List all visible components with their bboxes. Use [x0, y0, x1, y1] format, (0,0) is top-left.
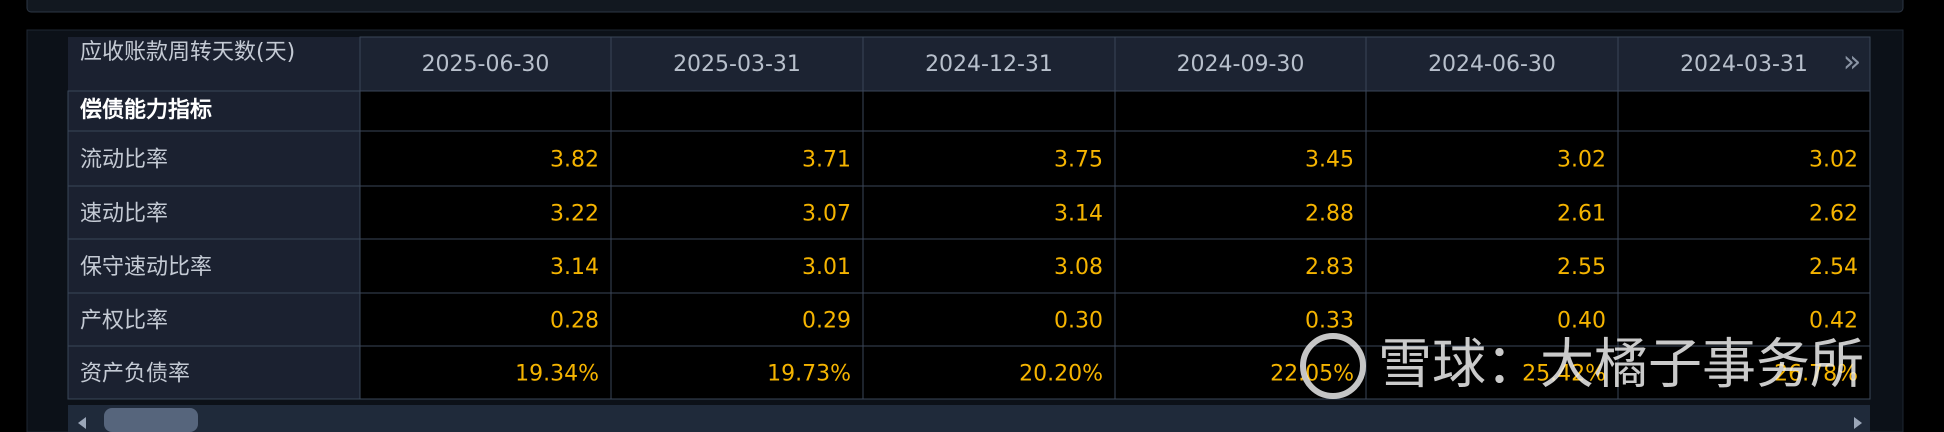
row-label: 资产负债率 — [80, 362, 190, 387]
header-date: 2024-09-30 — [1177, 52, 1305, 77]
cell-value: 3.02 — [1809, 148, 1858, 173]
row-label-cell — [67, 185, 361, 240]
cell-value: 0.29 — [802, 309, 851, 334]
row-label: 产权比率 — [80, 309, 168, 334]
value-cell — [1617, 130, 1871, 187]
cell-value: 3.07 — [802, 202, 851, 227]
corner-label: 应收账款周转天数(天) — [80, 40, 295, 65]
cell-value: 0.33 — [1305, 309, 1354, 334]
value-cell — [1114, 345, 1367, 400]
cell-value: 3.22 — [550, 202, 599, 227]
value-cell — [1617, 185, 1871, 240]
cell-value: 3.02 — [1557, 148, 1606, 173]
value-cell — [1617, 238, 1871, 294]
value-cell — [1365, 130, 1619, 187]
nav-next[interactable]: » — [1843, 45, 1861, 80]
value-cell — [610, 238, 864, 294]
cell-value: 20.20% — [1019, 362, 1103, 387]
cell-value: 3.01 — [802, 255, 851, 280]
header-cell — [1365, 36, 1619, 92]
value-cell — [1617, 345, 1871, 400]
cell-value: 2.88 — [1305, 202, 1354, 227]
row-label-cell — [67, 130, 361, 187]
value-cell — [359, 130, 612, 187]
value-cell — [1365, 185, 1619, 240]
value-cell — [1365, 238, 1619, 294]
value-cell — [610, 345, 864, 400]
cell-value: 3.75 — [1054, 148, 1103, 173]
row-label-cell — [67, 345, 361, 400]
cell-value: 3.82 — [550, 148, 599, 173]
header-date: 2025-06-30 — [422, 52, 550, 77]
watermark: 雪球：大橘子事务所 — [1300, 333, 1864, 399]
value-cell — [862, 130, 1116, 187]
cell-value: 0.30 — [1054, 309, 1103, 334]
row-label-cell — [67, 238, 361, 294]
scroll-left[interactable] — [78, 417, 86, 429]
cell-value: 26.78% — [1774, 362, 1858, 387]
value-cell — [610, 130, 864, 187]
header-date: 2024-06-30 — [1428, 52, 1556, 77]
header-cell — [1617, 36, 1871, 92]
value-cell — [862, 238, 1116, 294]
cell-value: 25.42% — [1522, 362, 1606, 387]
scrollbar-track[interactable] — [68, 405, 1870, 432]
section-label: 偿债能力指标 — [80, 97, 212, 123]
header-date: 2024-03-31 — [1680, 52, 1808, 77]
section-cell — [862, 90, 1116, 132]
cell-value: 0.42 — [1809, 309, 1858, 334]
value-cell — [862, 185, 1116, 240]
scrollbar-thumb[interactable] — [104, 408, 198, 432]
section-cell — [1365, 90, 1619, 132]
cell-value: 19.73% — [767, 362, 851, 387]
cell-value: 3.71 — [802, 148, 851, 173]
cell-value: 3.45 — [1305, 148, 1354, 173]
header-date: 2025-03-31 — [673, 52, 801, 77]
cell-value: 0.28 — [550, 309, 599, 334]
cell-value: 3.14 — [1054, 202, 1103, 227]
row-label: 保守速动比率 — [80, 255, 212, 280]
cell-value: 0.40 — [1557, 309, 1606, 334]
value-cell — [359, 292, 612, 347]
watermark-logo — [1300, 333, 1366, 399]
cell-value: 19.34% — [515, 362, 599, 387]
value-cell — [359, 185, 612, 240]
section-cell — [359, 90, 612, 132]
header-date: 2024-12-31 — [925, 52, 1053, 77]
value-cell — [1114, 130, 1367, 187]
cell-value: 2.55 — [1557, 255, 1606, 280]
value-cell — [1365, 345, 1619, 400]
section-cell — [1617, 90, 1871, 132]
top-panel — [26, 0, 1904, 13]
cell-value: 3.08 — [1054, 255, 1103, 280]
scroll-right[interactable] — [1854, 417, 1862, 429]
cell-value: 2.54 — [1809, 255, 1858, 280]
cell-value: 3.14 — [550, 255, 599, 280]
section-cell — [610, 90, 864, 132]
value-cell — [862, 345, 1116, 400]
cell-value: 2.62 — [1809, 202, 1858, 227]
section-cell — [1114, 90, 1367, 132]
cell-value: 2.83 — [1305, 255, 1354, 280]
header-cell — [610, 36, 864, 92]
cell-value: 22.05% — [1270, 362, 1354, 387]
value-cell — [359, 345, 612, 400]
row-label: 速动比率 — [80, 202, 168, 227]
row-label: 流动比率 — [80, 148, 168, 173]
section-label-cell — [67, 90, 361, 132]
row-label-cell — [67, 292, 361, 347]
cell-value: 2.61 — [1557, 202, 1606, 227]
value-cell — [1114, 185, 1367, 240]
header-cell — [1114, 36, 1367, 92]
corner-cell — [68, 37, 360, 91]
watermark-text: 雪球：大橘子事务所 — [1378, 333, 1864, 396]
